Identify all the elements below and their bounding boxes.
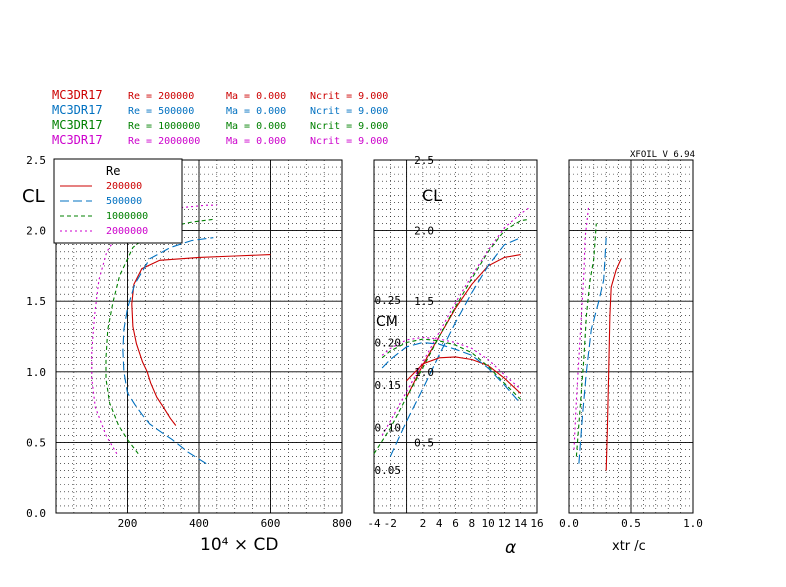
polar-series-line <box>122 237 214 465</box>
header-row: MC3DR17 Re = 1000000 Ma = 0.000 Ncrit = … <box>52 118 388 132</box>
polar-series-line <box>131 254 271 426</box>
polar-ylabel: CL <box>22 186 45 207</box>
header-ncrit: Ncrit = 9.000 <box>310 136 388 147</box>
cl-series-line <box>406 254 521 398</box>
header-row: MC3DR17 Re = 2000000 Ma = 0.000 Ncrit = … <box>52 133 388 147</box>
polar-ytick-label: 1.0 <box>26 366 46 379</box>
alpha-xtick-label: -4 <box>367 517 381 530</box>
legend-entry: 2000000 <box>106 226 148 237</box>
alpha-xtick-label: 16 <box>530 517 543 530</box>
polar-xtick-label: 200 <box>118 517 138 530</box>
cm-series-line <box>381 336 522 390</box>
alpha-ticks: 0.5 1.0 1.5 2.0 2.5 0.05 0.10 0.15 0.20 0.25 -4 -2 2… <box>367 154 543 530</box>
header-row: MC3DR17 Re = 500000 Ma = 0.000 Ncrit = 9… <box>52 103 388 117</box>
legend-title: Re <box>106 164 120 178</box>
polar-xtick-label: 400 <box>189 517 209 530</box>
xfoil-version-label: XFOIL V 6.94 <box>630 150 695 160</box>
alpha-curves <box>373 207 530 457</box>
legend: Re 200000 500000 1000000 2000000 <box>53 158 183 244</box>
xtr-ticks: 0.0 0.5 1.0 <box>559 517 703 530</box>
legend-entry: 200000 <box>106 181 142 192</box>
header-re: Re = 200000 <box>128 91 194 102</box>
header-re: Re = 500000 <box>128 106 194 117</box>
alpha-cm-tick-label: 0.05 <box>375 464 402 477</box>
header-airfoil: MC3DR17 <box>52 103 103 117</box>
header-re: Re = 2000000 <box>128 136 200 147</box>
alpha-cl-tick-label: 1.5 <box>414 295 434 308</box>
alpha-cm-tick-label: 0.20 <box>375 337 402 350</box>
xtr-series-line <box>575 223 597 457</box>
alpha-cm-tick-label: 0.15 <box>375 379 402 392</box>
xtr-series-line <box>605 258 622 471</box>
alpha-xtick-label: -2 <box>384 517 397 530</box>
alpha-xtick-label: 8 <box>468 517 475 530</box>
polar-ytick-label: 2.0 <box>26 225 46 238</box>
xtr-panel: 0.0 0.5 1.0 <box>559 159 703 530</box>
alpha-panel: 0.5 1.0 1.5 2.0 2.5 0.05 0.10 0.15 0.20 0.25 -4 -2 2… <box>367 154 543 530</box>
alpha-cm-tick-label: 0.25 <box>375 294 402 307</box>
drag-polar-ticks: 0.0 0.5 1.0 1.5 2.0 2.5 200 400 600 800 <box>26 154 352 530</box>
alpha-xtick-label: 12 <box>498 517 511 530</box>
alpha-cm-tick-label: 0.10 <box>375 422 402 435</box>
drag-polar-grid <box>55 159 343 514</box>
xtr-xtick-label: 0.5 <box>621 517 641 530</box>
alpha-cl-tick-label: 1.0 <box>414 366 434 379</box>
polar-xtick-label: 800 <box>332 517 352 530</box>
xtr-curves <box>573 205 622 471</box>
header-ma: Ma = 0.000 <box>226 106 286 117</box>
header-re: Re = 1000000 <box>128 121 200 132</box>
xtr-xtick-label: 1.0 <box>683 517 703 530</box>
alpha-cm-label: CM <box>376 314 398 330</box>
alpha-xlabel: α <box>505 538 516 558</box>
cm-series-line <box>381 341 522 405</box>
xtr-series-line <box>578 237 607 464</box>
header-airfoil: MC3DR17 <box>52 118 103 132</box>
alpha-cl-tick-label: 2.5 <box>414 154 434 167</box>
xtr-xtick-label: 0.0 <box>559 517 579 530</box>
legend-entry: 500000 <box>106 196 142 207</box>
plot-frame <box>373 159 538 514</box>
xtr-xlabel: xtr /c <box>612 539 646 554</box>
cm-series-line <box>381 338 522 400</box>
cm-series-line <box>406 356 522 394</box>
drag-polar-panel: 0.0 0.5 1.0 1.5 2.0 2.5 200 400 600 800 <box>26 154 352 530</box>
cl-series-line <box>389 237 521 457</box>
header-ma: Ma = 0.000 <box>226 91 286 102</box>
alpha-xtick-label: 4 <box>436 517 443 530</box>
legend-entry: 1000000 <box>106 211 148 222</box>
cl-series-line <box>381 207 530 436</box>
polar-ytick-label: 1.5 <box>26 295 46 308</box>
alpha-xtick-label: 6 <box>452 517 459 530</box>
polar-ytick-label: 0.0 <box>26 507 46 520</box>
header-airfoil: MC3DR17 <box>52 133 103 147</box>
header-ma: Ma = 0.000 <box>226 136 286 147</box>
alpha-cl-tick-label: 0.5 <box>414 436 434 449</box>
header-ncrit: Ncrit = 9.000 <box>310 106 388 117</box>
polar-ytick-label: 0.5 <box>26 436 46 449</box>
header-ncrit: Ncrit = 9.000 <box>310 121 388 132</box>
polar-ytick-label: 2.5 <box>26 154 46 167</box>
header-ma: Ma = 0.000 <box>226 121 286 132</box>
alpha-cl-tick-label: 2.0 <box>414 225 434 238</box>
alpha-xtick-label: 2 <box>420 517 427 530</box>
header-block: XFOIL V 6.94 MC3DR17 Re = 200000 Ma = 0.… <box>52 88 695 160</box>
polar-series-line <box>105 218 214 455</box>
alpha-ylabel: CL <box>422 186 442 205</box>
polar-xlabel: 10⁴ × CD <box>200 535 278 555</box>
polar-xtick-label: 600 <box>261 517 281 530</box>
alpha-xtick-label: 10 <box>481 517 494 530</box>
header-airfoil: MC3DR17 <box>52 88 103 102</box>
alpha-xtick-label: 14 <box>514 517 528 530</box>
header-row: MC3DR17 Re = 200000 Ma = 0.000 Ncrit = 9… <box>52 88 388 102</box>
header-ncrit: Ncrit = 9.000 <box>310 91 388 102</box>
cl-series-line <box>373 218 529 454</box>
